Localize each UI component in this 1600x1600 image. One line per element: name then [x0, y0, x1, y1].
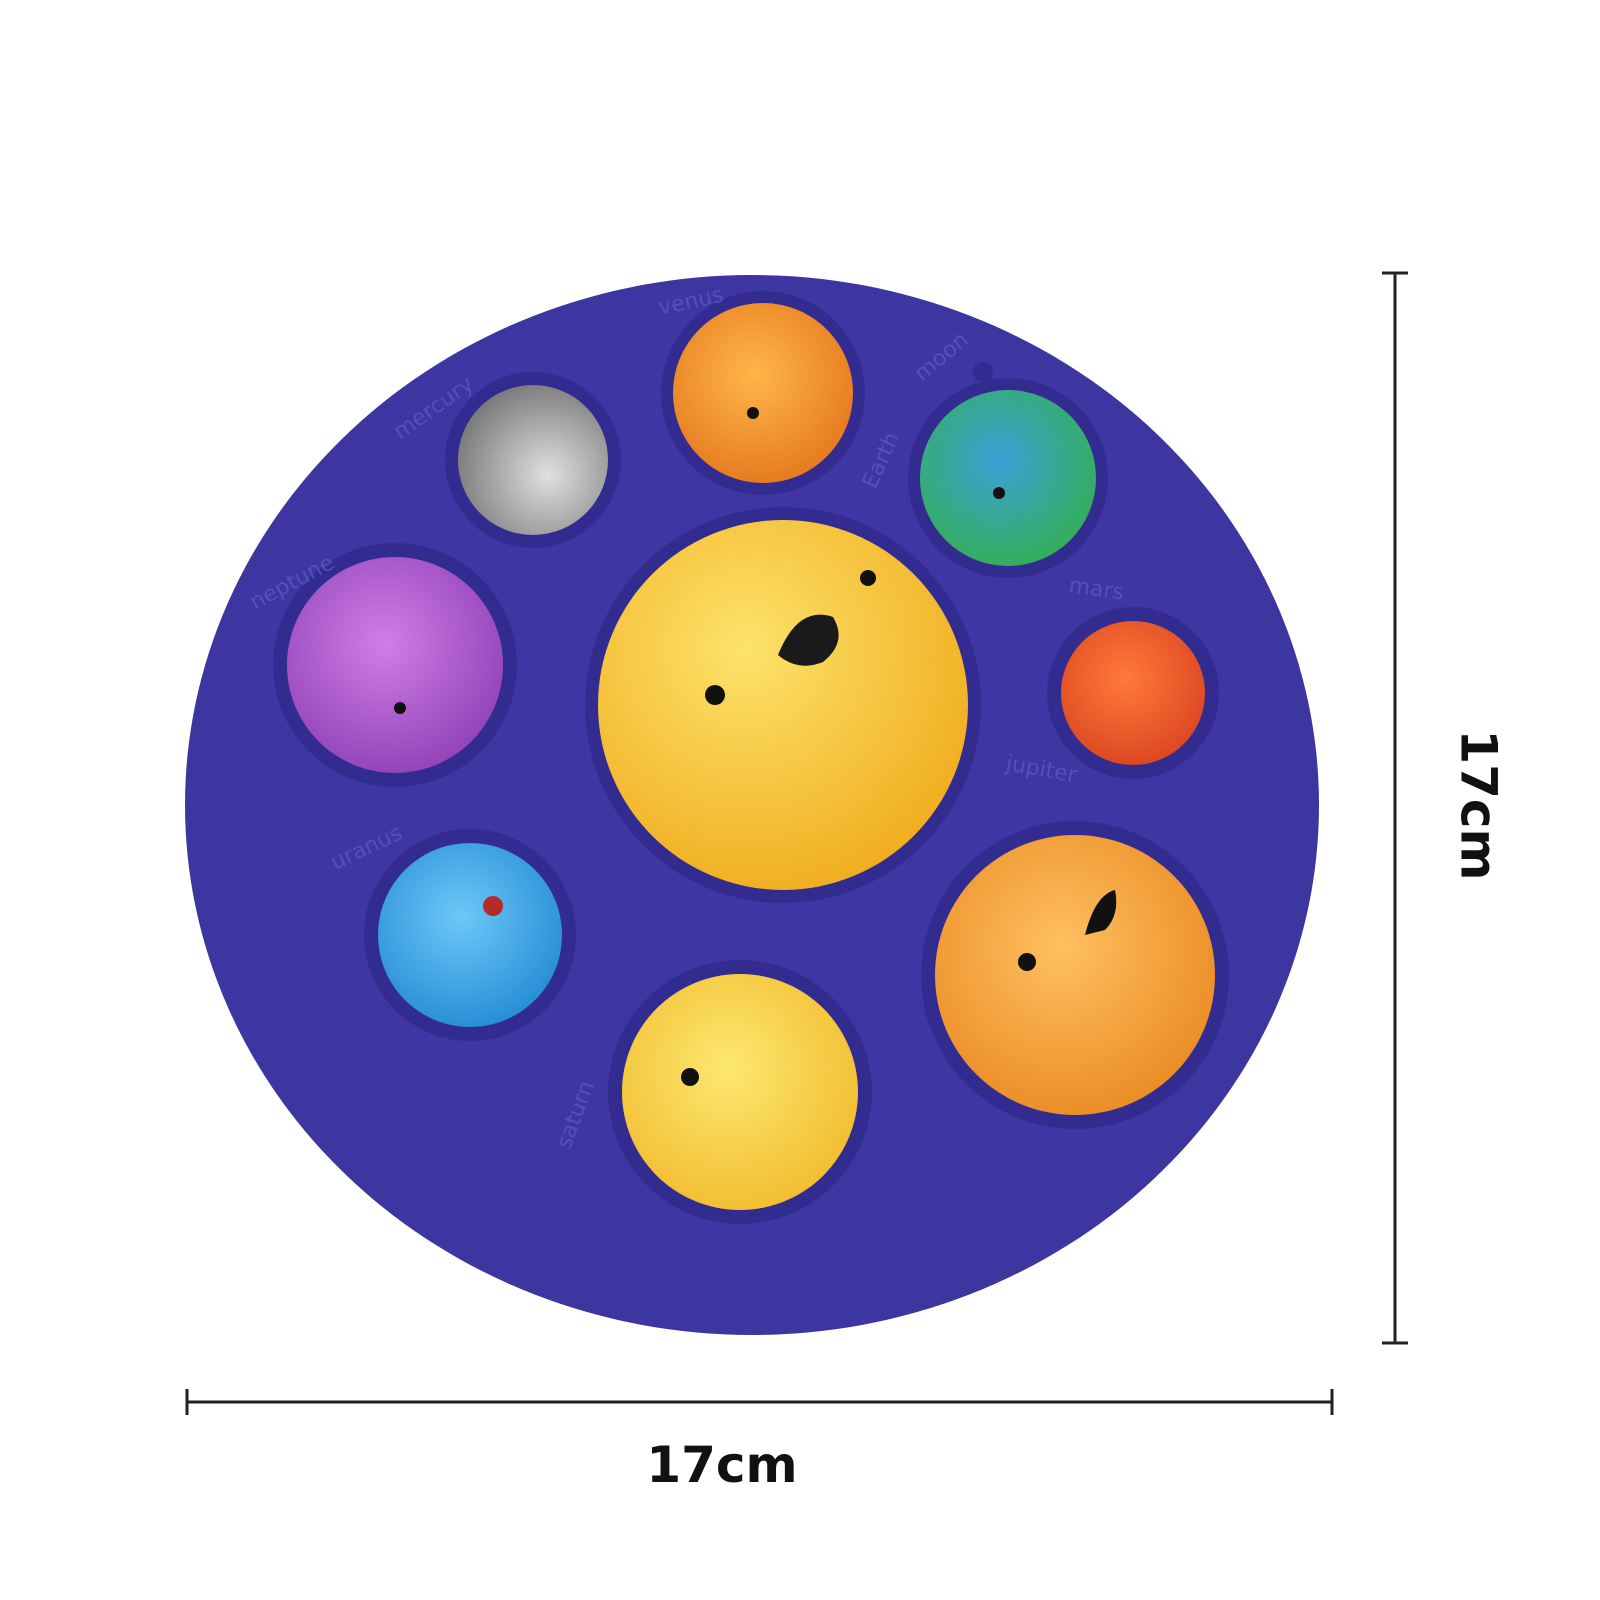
- width-dimension: [185, 1389, 1334, 1415]
- width-label: 17cm: [646, 1436, 797, 1494]
- uranus-bubble[interactable]: [378, 843, 562, 1027]
- jupiter-bubble[interactable]: [935, 835, 1215, 1115]
- earth-bubble[interactable]: [920, 390, 1096, 566]
- mars-bubble[interactable]: [1061, 621, 1205, 765]
- saturn-bubble[interactable]: [622, 974, 858, 1210]
- sun-bubble[interactable]: [598, 520, 968, 890]
- height-dimension: [1382, 271, 1408, 1345]
- mercury-bubble[interactable]: [458, 385, 608, 535]
- faces: [394, 407, 1117, 1086]
- venus-bubble[interactable]: [673, 303, 853, 483]
- height-label: 17cm: [1450, 729, 1508, 880]
- neptune-bubble[interactable]: [287, 557, 503, 773]
